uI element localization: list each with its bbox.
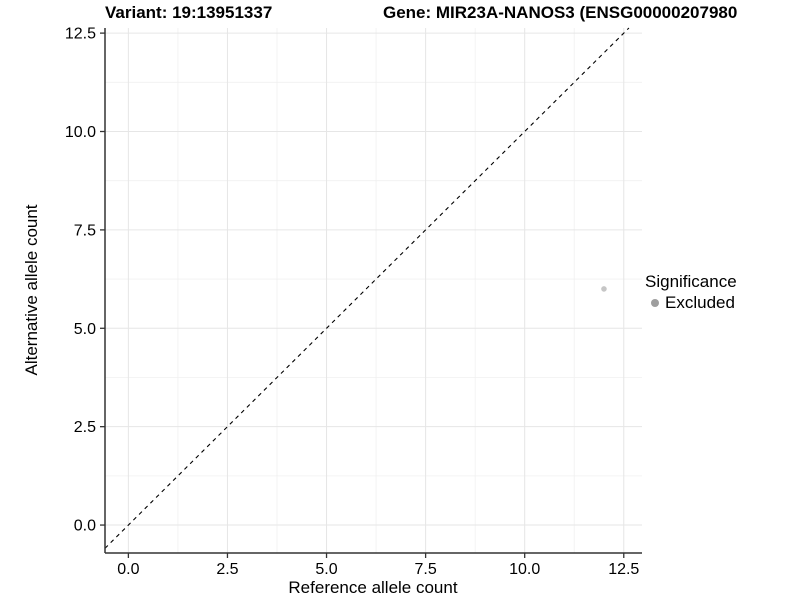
identity-line <box>104 27 630 549</box>
legend-key-dot-icon <box>651 298 659 307</box>
y-tick-label: 7.5 <box>74 222 96 239</box>
x-tick-label: 7.5 <box>414 561 436 578</box>
x-tick-label: 5.0 <box>315 561 337 578</box>
legend-item-excluded: Excluded <box>645 293 737 312</box>
x-tick-label: 0.0 <box>117 561 139 578</box>
x-tick-label: 12.5 <box>608 561 639 578</box>
legend-title: Significance <box>645 272 737 291</box>
y-tick-label: 10.0 <box>65 124 96 141</box>
x-tick-label: 2.5 <box>216 561 238 578</box>
x-tick-label: 10.0 <box>509 561 540 578</box>
y-axis-title: Alternative allele count <box>22 204 41 375</box>
legend: Significance Excluded <box>645 272 737 312</box>
y-tick-label: 0.0 <box>74 518 96 535</box>
y-tick-label: 2.5 <box>74 419 96 436</box>
legend-item-label: Excluded <box>665 293 735 312</box>
data-point <box>601 286 607 292</box>
y-tick-label: 5.0 <box>74 321 96 338</box>
y-tick-label: 12.5 <box>65 26 96 43</box>
x-axis-title: Reference allele count <box>288 578 457 597</box>
variant-title: Variant: 19:13951337 <box>105 3 273 22</box>
gene-title: Gene: MIR23A-NANOS3 (ENSG00000207980 <box>383 3 738 22</box>
